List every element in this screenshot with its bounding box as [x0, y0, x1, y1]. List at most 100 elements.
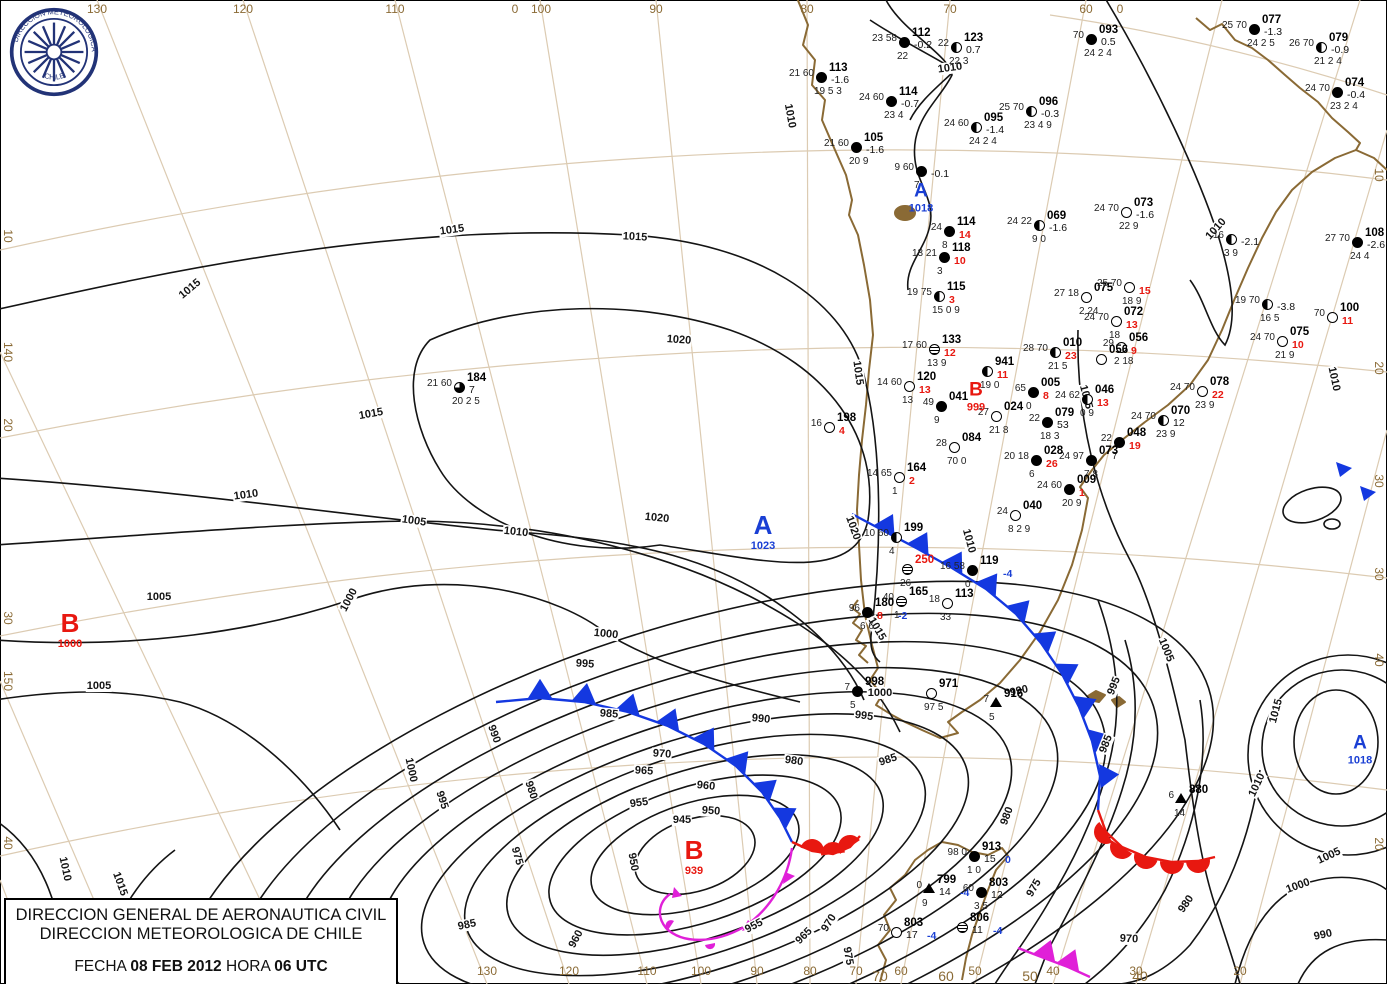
coordinate-label: 20 — [1, 418, 15, 432]
station-symbol — [1124, 282, 1135, 293]
station-symbol — [852, 686, 863, 697]
coordinate-label: 80 — [803, 964, 817, 978]
coordinate-label: 60 — [894, 964, 908, 978]
coastline — [796, 0, 1387, 983]
cold-front — [495, 678, 797, 843]
isobar-label: 990 — [750, 711, 772, 727]
station-symbol — [1082, 394, 1093, 405]
station-symbol — [1111, 316, 1122, 327]
station-symbol — [1086, 455, 1097, 466]
station-symbol — [967, 565, 978, 576]
coordinate-label: 60 — [938, 968, 954, 984]
station-symbol — [991, 411, 1002, 422]
coordinate-label: 40 — [1046, 964, 1060, 978]
coordinate-label: 20 — [1233, 964, 1247, 978]
hora-label: HORA — [226, 958, 270, 975]
logo-bottom-text: CHILE — [43, 71, 65, 82]
coordinate-label: 140 — [1, 341, 15, 363]
isobar-label: 1015 — [621, 230, 649, 244]
met-office-logo: DIRECCION METEOROLOGICA CHILE — [9, 7, 99, 97]
coordinate-label: 150 — [1, 670, 15, 692]
isobar-label: 950 — [700, 804, 722, 818]
station-symbol — [1226, 234, 1237, 245]
isobar-label: 1020 — [665, 333, 693, 347]
coordinate-label: 80 — [800, 2, 814, 16]
isobar-label: 1000 — [866, 687, 894, 699]
station-symbol — [1327, 312, 1338, 323]
station-symbol — [1197, 386, 1208, 397]
isobar-label: 970 — [1118, 932, 1140, 946]
coordinate-label: 120 — [232, 2, 254, 16]
station-symbol — [939, 252, 950, 263]
station-symbol — [1114, 437, 1125, 448]
station-symbol — [1034, 220, 1045, 231]
station-symbol — [1352, 237, 1363, 248]
pressure-center: A 1023 — [750, 510, 776, 552]
isobar-label: 1005 — [85, 680, 113, 692]
pressure-center: B 1000 — [57, 608, 83, 650]
coordinate-label: 100 — [690, 964, 712, 978]
isobar-label: 1005 — [145, 591, 173, 603]
coordinate-label: 30 — [1, 611, 15, 625]
coordinate-label: 30 — [1129, 964, 1143, 978]
station-symbol — [951, 42, 962, 53]
coordinate-label: 130 — [476, 964, 498, 978]
station-symbol — [926, 688, 937, 699]
isobar-label: 970 — [651, 747, 673, 761]
station-symbol — [904, 381, 915, 392]
station-symbol — [982, 366, 993, 377]
station-symbol — [1316, 42, 1327, 53]
station-symbol — [957, 922, 968, 933]
station-symbol — [1249, 24, 1260, 35]
coordinate-label: 30 — [1372, 567, 1386, 581]
station-symbol — [1121, 207, 1132, 218]
isobar-label: 960 — [695, 778, 717, 794]
warm-front — [791, 835, 861, 856]
chart-datetime: FECHA 08 FEB 2012 HORA 06 UTC — [10, 958, 392, 976]
station-symbol — [1096, 354, 1107, 365]
station-symbol — [916, 166, 927, 177]
station-symbol — [1262, 299, 1273, 310]
station-symbol — [1064, 484, 1075, 495]
station-symbol — [990, 697, 1002, 709]
station-symbol — [934, 291, 945, 302]
station-symbol — [894, 472, 905, 483]
cold-front-marks — [1336, 462, 1376, 501]
station-symbol — [824, 422, 835, 433]
station-symbol — [976, 887, 987, 898]
coordinate-label: 50 — [968, 964, 982, 978]
coordinate-label: 10 — [1, 229, 15, 243]
coordinate-label: 60 — [1079, 2, 1093, 16]
title-line-2: DIRECCION METEOROLOGICA DE CHILE — [39, 925, 363, 943]
station-symbol — [1026, 106, 1037, 117]
station-symbol — [942, 598, 953, 609]
coordinate-label: 90 — [750, 964, 764, 978]
station-symbol — [862, 607, 873, 618]
station-symbol — [944, 226, 955, 237]
coordinate-label: 40 — [1132, 968, 1148, 984]
svg-text:CHILE: CHILE — [43, 71, 65, 82]
coordinate-label: 40 — [1, 836, 15, 850]
warm-front — [1094, 809, 1216, 874]
coordinate-label: 70 — [872, 968, 888, 984]
coordinate-label: 40 — [1372, 653, 1386, 667]
coordinate-label: 130 — [86, 2, 108, 16]
coordinate-label: 10 — [1372, 168, 1386, 182]
fecha-label: FECHA — [74, 958, 127, 975]
coordinate-label: 0 — [511, 2, 519, 16]
station-symbol — [851, 142, 862, 153]
isobar-label: 965 — [633, 764, 655, 778]
station-symbol — [1081, 292, 1092, 303]
coordinate-label: 0 — [1116, 2, 1124, 16]
coordinate-label: 120 — [558, 964, 580, 978]
station-symbol — [969, 851, 980, 862]
station-symbol — [1158, 415, 1169, 426]
hora-value: 06 UTC — [274, 958, 328, 975]
station-symbol — [899, 37, 910, 48]
station-symbol — [1028, 387, 1039, 398]
station-symbol — [1031, 455, 1042, 466]
station-symbol — [949, 442, 960, 453]
station-symbol — [936, 401, 947, 412]
station-symbol — [891, 532, 902, 543]
